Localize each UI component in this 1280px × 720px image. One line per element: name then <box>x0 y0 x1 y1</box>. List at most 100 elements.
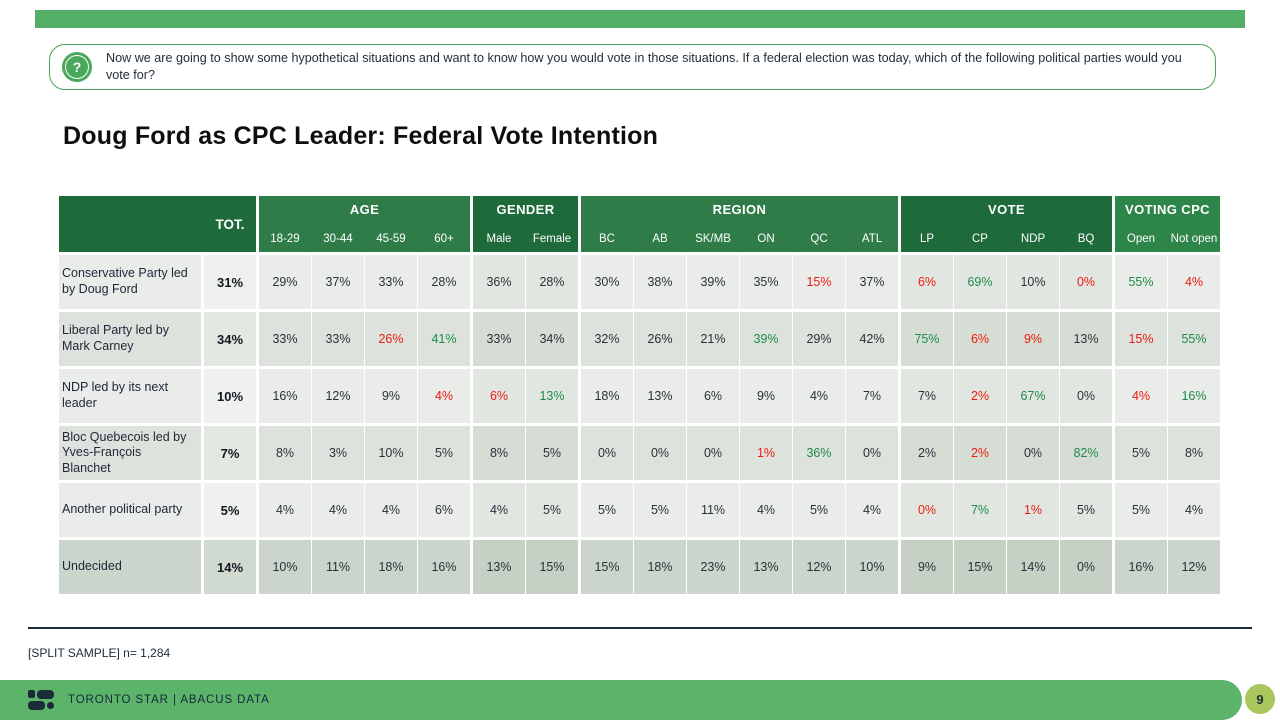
group-label: AGE <box>349 202 380 217</box>
table-cell: 34% <box>204 312 256 366</box>
table-cell: 67% <box>1007 369 1059 423</box>
table-cell: 4% <box>1168 255 1220 309</box>
row-label: Bloc Quebecois led by Yves-François Blan… <box>59 426 201 480</box>
table-cell: 5% <box>204 483 256 537</box>
table-cell: 4% <box>1168 483 1220 537</box>
table-cell: 82% <box>1060 426 1112 480</box>
column-header: ATL <box>861 233 883 245</box>
column-header: 45-59 <box>376 233 406 245</box>
column-header: 60+ <box>434 233 454 245</box>
table-cell: 2% <box>901 426 953 480</box>
table-cell: 6% <box>473 369 525 423</box>
table-cell: 4% <box>846 483 898 537</box>
table-cell: 0% <box>901 483 953 537</box>
row-label: Undecided <box>59 540 201 594</box>
table-cell: 30% <box>581 255 633 309</box>
group-label: VOTE <box>988 202 1025 217</box>
column-header: AB <box>652 233 668 245</box>
question-mark-icon: ? <box>62 52 92 82</box>
table-cell: 26% <box>634 312 686 366</box>
table-cell: 4% <box>418 369 470 423</box>
table-cell: 8% <box>1168 426 1220 480</box>
column-header-tot: TOT. <box>215 216 245 232</box>
table-cell: 0% <box>846 426 898 480</box>
table-cell: 5% <box>793 483 845 537</box>
table-cell: 4% <box>473 483 525 537</box>
table-cell: 5% <box>526 483 578 537</box>
group-label: REGION <box>712 202 767 217</box>
table-cell: 7% <box>901 369 953 423</box>
table-cell: 21% <box>687 312 739 366</box>
table-cell: 37% <box>312 255 364 309</box>
table-cell: 0% <box>634 426 686 480</box>
column-group-age: AGE 18-29 30-44 45-59 60+ <box>259 196 470 252</box>
table-cell: 33% <box>312 312 364 366</box>
table-cell: 32% <box>581 312 633 366</box>
column-header: ON <box>757 233 775 245</box>
table-cell: 4% <box>740 483 792 537</box>
table-cell: 11% <box>687 483 739 537</box>
table-cell: 4% <box>259 483 311 537</box>
question-text: Now we are going to show some hypothetic… <box>106 51 1182 82</box>
table-cell: 0% <box>1007 426 1059 480</box>
table-cell: 12% <box>1168 540 1220 594</box>
table-cell: 39% <box>740 312 792 366</box>
table-cell: 5% <box>634 483 686 537</box>
table-cell: 37% <box>846 255 898 309</box>
table-cell: 10% <box>846 540 898 594</box>
table-row: NDP led by its next leader 10% 16% 12% 9% 4% 6… <box>59 369 1220 423</box>
top-accent-bar <box>35 10 1245 28</box>
table-cell: 16% <box>418 540 470 594</box>
column-group-gender: GENDER Male Female <box>473 196 578 252</box>
table-cell: 28% <box>526 255 578 309</box>
table-cell: 4% <box>365 483 417 537</box>
table-cell: 13% <box>740 540 792 594</box>
footer-brand-text: TORONTO STAR | ABACUS DATA <box>68 694 270 706</box>
table-cell: 42% <box>846 312 898 366</box>
table-cell: 18% <box>634 540 686 594</box>
table-cell: 6% <box>954 312 1006 366</box>
group-label: VOTING CPC <box>1125 202 1210 217</box>
table-cell: 35% <box>740 255 792 309</box>
table-cell: 0% <box>1060 540 1112 594</box>
table-cell: 2% <box>954 426 1006 480</box>
table-cell: 16% <box>1168 369 1220 423</box>
table-corner-header: TOT. <box>59 196 256 252</box>
table-row: Conservative Party led by Doug Ford 31% 29… <box>59 255 1220 309</box>
table-cell: 55% <box>1168 312 1220 366</box>
table-cell: 10% <box>1007 255 1059 309</box>
table-cell: 7% <box>204 426 256 480</box>
table-cell: 12% <box>312 369 364 423</box>
table-cell: 15% <box>793 255 845 309</box>
table-cell: 38% <box>634 255 686 309</box>
sub-column-labels: 18-29 30-44 45-59 60+ <box>259 233 470 245</box>
table-cell: 4% <box>1115 369 1167 423</box>
table-cell: 10% <box>204 369 256 423</box>
table-cell: 12% <box>793 540 845 594</box>
abacus-logo-icon <box>28 689 54 711</box>
table-cell: 9% <box>901 540 953 594</box>
table-cell: 6% <box>687 369 739 423</box>
table-cell: 10% <box>259 540 311 594</box>
column-header: Not open <box>1170 233 1218 245</box>
table-cell: 18% <box>581 369 633 423</box>
column-group-vote: VOTE LP CP NDP BQ <box>901 196 1112 252</box>
footer-bar: TORONTO STAR | ABACUS DATA <box>0 680 1242 720</box>
table-cell: 2% <box>954 369 1006 423</box>
table-cell: 5% <box>1115 426 1167 480</box>
table-cell: 13% <box>634 369 686 423</box>
table-cell: 39% <box>687 255 739 309</box>
sub-column-labels: Open Not open <box>1115 233 1220 245</box>
table-cell: 29% <box>259 255 311 309</box>
table-cell: 0% <box>1060 369 1112 423</box>
table-cell: 13% <box>526 369 578 423</box>
row-label: Liberal Party led by Mark Carney <box>59 312 201 366</box>
row-label: Conservative Party led by Doug Ford <box>59 255 201 309</box>
table-cell: 75% <box>901 312 953 366</box>
table-cell: 31% <box>204 255 256 309</box>
column-group-voting-cpc: VOTING CPC Open Not open <box>1115 196 1220 252</box>
table-header-row: TOT. AGE 18-29 30-44 45-59 60+ GENDER Male Femal… <box>59 196 1220 252</box>
table-cell: 5% <box>418 426 470 480</box>
table-cell: 0% <box>1060 255 1112 309</box>
table-cell: 15% <box>581 540 633 594</box>
